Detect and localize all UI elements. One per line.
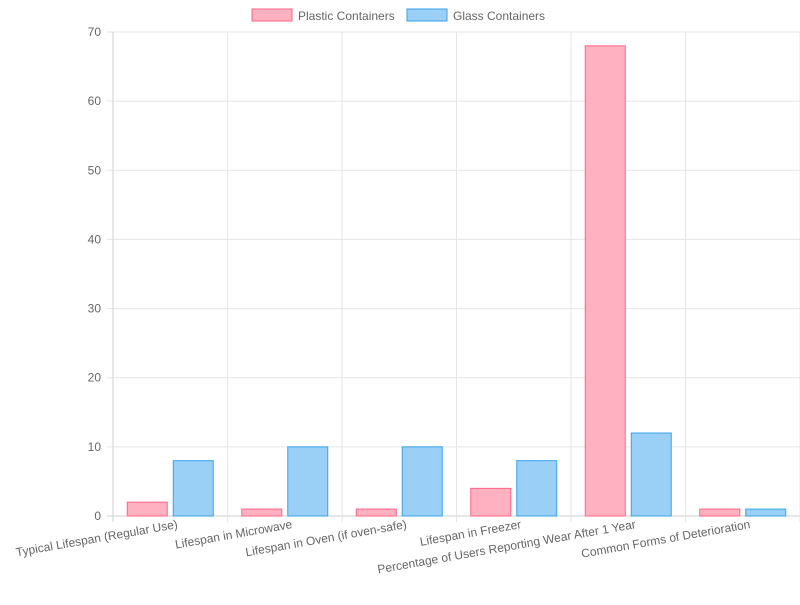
y-tick-label: 70 bbox=[88, 25, 102, 39]
bar-glass bbox=[630, 432, 672, 517]
bar-glass bbox=[172, 460, 214, 517]
bar-plastic bbox=[699, 508, 741, 517]
legend-label: Plastic Containers bbox=[298, 9, 395, 23]
y-tick-label: 20 bbox=[88, 371, 102, 385]
bar-glass bbox=[401, 446, 443, 517]
bar-glass bbox=[287, 446, 329, 517]
bars bbox=[126, 45, 787, 517]
bar-plastic bbox=[241, 508, 283, 517]
grid bbox=[107, 31, 800, 522]
bar-glass bbox=[745, 508, 787, 517]
y-tick-label: 10 bbox=[88, 440, 102, 454]
y-tick-label: 60 bbox=[88, 94, 102, 108]
bar-plastic bbox=[126, 501, 168, 517]
legend-swatch bbox=[251, 8, 293, 22]
y-tick-label: 50 bbox=[88, 163, 102, 177]
bar-plastic bbox=[584, 45, 626, 517]
x-tick-label: Typical Lifespan (Regular Use) bbox=[15, 517, 179, 559]
y-tick-label: 0 bbox=[94, 509, 101, 523]
y-tick-label: 30 bbox=[88, 302, 102, 316]
y-tick-label: 40 bbox=[88, 232, 102, 246]
legend-swatch bbox=[406, 8, 448, 22]
legend: Plastic Containers Glass Containers bbox=[251, 8, 545, 23]
legend-label: Glass Containers bbox=[453, 9, 545, 23]
x-axis: Typical Lifespan (Regular Use)Lifespan i… bbox=[15, 517, 752, 576]
bar-plastic bbox=[470, 487, 512, 517]
bar-glass bbox=[516, 460, 558, 517]
y-axis: 0 10 20 30 40 50 60 70 bbox=[88, 25, 102, 523]
bar-plastic bbox=[355, 508, 397, 517]
